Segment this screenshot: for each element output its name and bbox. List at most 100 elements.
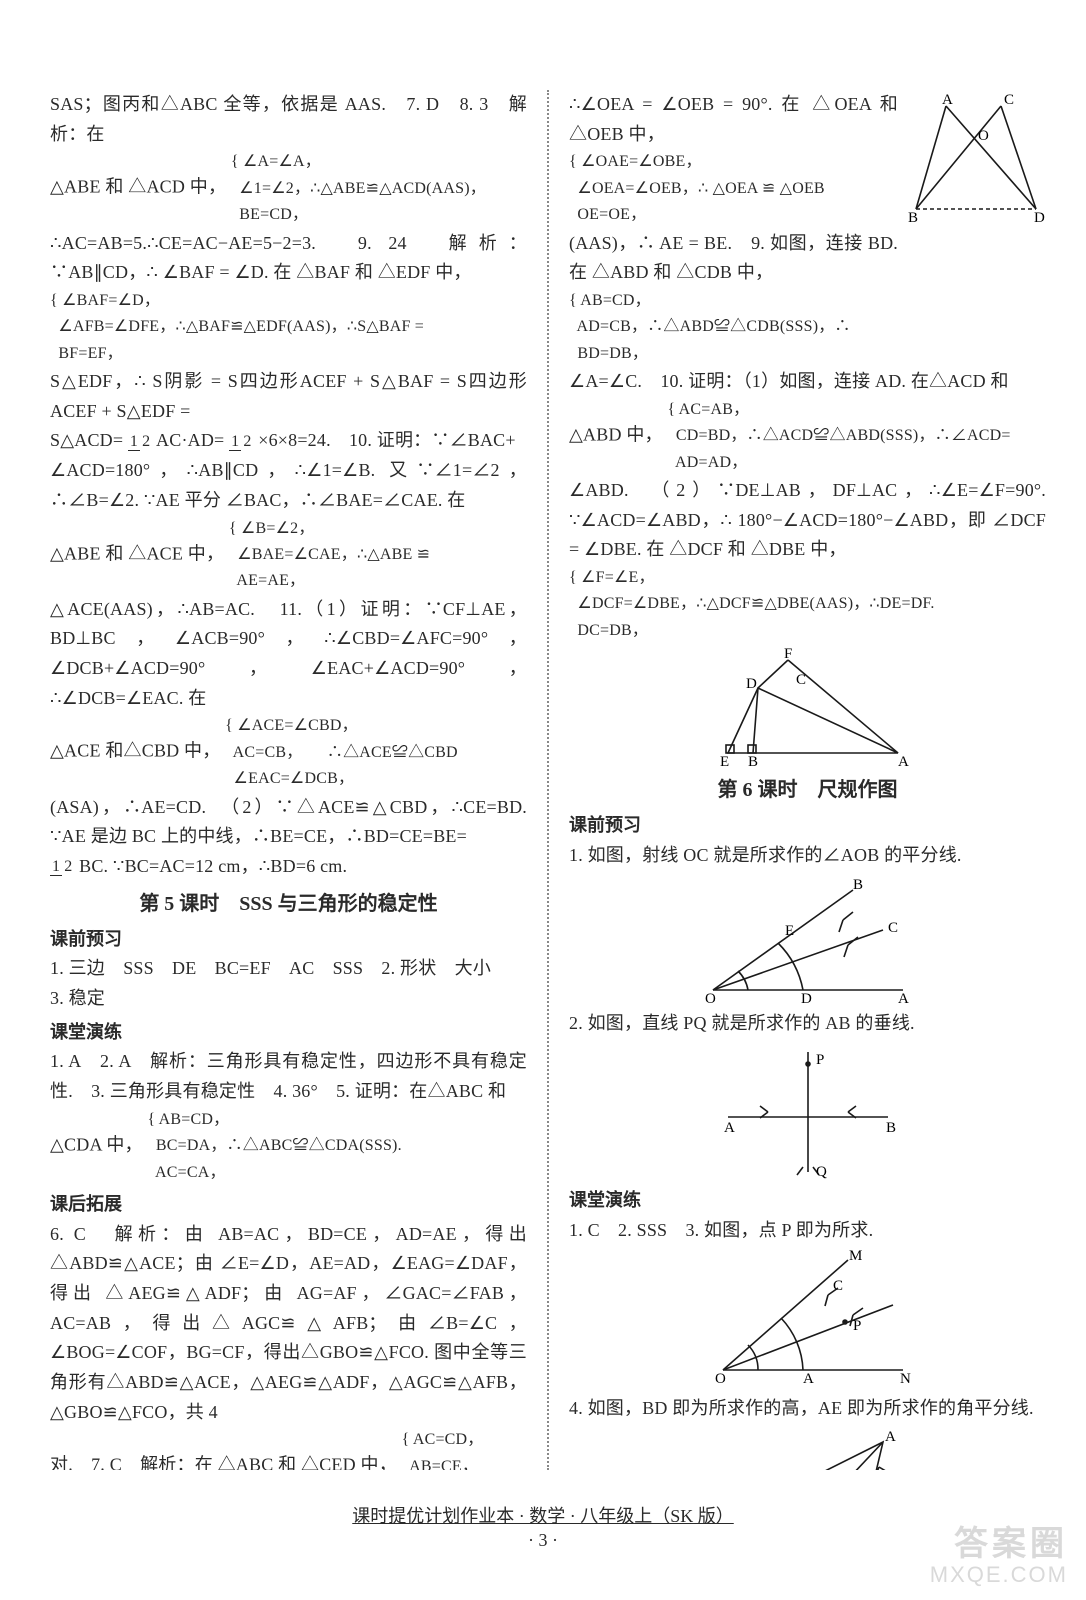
svg-text:E: E (785, 923, 794, 939)
text: ∴AC=AB=5.∴CE=AC−AE=5−2=3. 9. 24 解析：∵AB∥C… (50, 229, 527, 288)
brace-system: { ∠F=∠E， ∠DCF=∠DBE，∴△DCF≌△DBE(AAS)，∴DE=D… (569, 565, 1046, 644)
two-column-layout: SAS；图丙和△ABC 全等，依据是 AAS. 7. D 8. 3 解析：在 △… (50, 90, 1046, 1470)
text: AC·AD= (156, 430, 224, 450)
svg-text:A: A (898, 754, 909, 768)
svg-text:Q: Q (816, 1164, 827, 1180)
subheading-preview: 课前预习 (569, 811, 1046, 841)
figure-angle-bisector: O A B C D E (569, 875, 1046, 1005)
text: ∠A=∠C. 10. 证明：（1）如图，连接 AD. 在△ACD 和 (569, 367, 1046, 397)
subheading-class: 课堂演练 (569, 1186, 1046, 1216)
svg-text:B: B (908, 210, 918, 224)
brace-system: { ∠ACE=∠CBD， AC=CB， ∴△ACE≌△CBD ∠EAC=∠DCB… (225, 713, 458, 792)
fraction: 12 (50, 859, 74, 876)
svg-text:A: A (803, 1371, 814, 1387)
svg-text:A: A (885, 1429, 896, 1445)
brace-system: { AC=AB， CD=BD，∴△ACD≌△ABD(SSS)，∴∠ACD= AD… (667, 397, 1010, 476)
svg-text:B: B (886, 1120, 896, 1136)
construction-diagram-icon: O A N M C P (703, 1250, 913, 1390)
text: △ABE 和 △ACE 中， (50, 543, 224, 563)
brace-system: { AB=CD， BC=DA，∴△ABC≌△CDA(SSS). AC=CA， (147, 1107, 401, 1186)
text: △ACE 和△CBD 中， (50, 741, 220, 761)
construction-diagram-icon: A B C D E (693, 1427, 923, 1470)
text: S△EDF，∴ S阴影 = S四边形ACEF + S△BAF = S四边形ACE… (50, 367, 527, 426)
text: 1. C 2. SSS 3. 如图，点 P 即为所求. (569, 1216, 1046, 1246)
figure-q9: A C B D O (906, 94, 1046, 363)
text: S△ACD= (50, 430, 123, 450)
text: 2. 如图，直线 PQ 就是所求作的 AB 的垂线. (569, 1009, 1046, 1039)
text: △ACE(AAS)，∴AB=AC. 11.（1）证明：∵CF⊥AE，BD⊥BC，… (50, 595, 527, 714)
svg-text:O: O (978, 128, 989, 144)
svg-text:A: A (724, 1120, 735, 1136)
text: ∠ACD=180°，∴AB∥CD，∴∠1=∠B. 又∵∠1=∠2，∴∠B=∠2.… (50, 456, 527, 515)
text: △CDA 中， (50, 1135, 143, 1155)
left-column: SAS；图丙和△ABC 全等，依据是 AAS. 7. D 8. 3 解析：在 △… (50, 90, 527, 1470)
text: ∴∠OEA = ∠OEB = 90°. 在 △OEA 和 △OEB 中， (569, 90, 898, 149)
svg-text:C: C (833, 1278, 843, 1294)
text: 4. 如图，BD 即为所求作的高，AE 即为所求作的角平分线. (569, 1394, 1046, 1424)
page-number: · 3 · (0, 1526, 1086, 1556)
text: ∠ABD. （2）∵DE⊥AB，DF⊥AC，∴∠E=∠F=90°. ∵∠ACD=… (569, 476, 1046, 565)
brace-system: { ∠B=∠2， ∠BAE=∠CAE，∴△ABE ≌ AE=AE， (229, 516, 430, 595)
subheading-preview: 课前预习 (50, 925, 527, 955)
svg-text:F: F (784, 648, 792, 662)
svg-text:B: B (748, 754, 758, 768)
fraction: 12 (128, 434, 152, 451)
text: 12 BC. ∵BC=AC=12 cm，∴BD=6 cm. (50, 852, 527, 882)
svg-text:D: D (801, 991, 812, 1005)
construction-diagram-icon: A B P Q (708, 1042, 908, 1182)
text: SAS；图丙和△ABC 全等，依据是 AAS. 7. D 8. 3 解析：在 (50, 90, 527, 149)
text: △ABD 中， { AC=AB， CD=BD，∴△ACD≌△ABD(SSS)，∴… (569, 397, 1046, 476)
triangle-diagram-icon: A E B D C F (698, 648, 918, 768)
text: (ASA)，∴AE=CD. （2）∵△ACE≌△CBD，∴CE=BD. ∵AE … (50, 793, 527, 852)
svg-text:O: O (705, 991, 716, 1005)
text: △CDA 中， { AB=CD， BC=DA，∴△ABC≌△CDA(SSS). … (50, 1107, 527, 1186)
brace-system: { AC=CD， AB=CE， BC=ED， (402, 1427, 484, 1470)
fraction: 12 (229, 434, 253, 451)
text: 1. 如图，射线 OC 就是所求作的∠AOB 的平分线. (569, 841, 1046, 871)
subheading-class: 课堂演练 (50, 1018, 527, 1048)
figure-perpendicular: A B P Q (569, 1042, 1046, 1182)
text: △ACE 和△CBD 中， { ∠ACE=∠CBD， AC=CB， ∴△ACE≌… (50, 713, 527, 792)
construction-diagram-icon: O A B C D E (693, 875, 923, 1005)
section-title-5: 第 5 课时 SSS 与三角形的稳定性 (50, 888, 527, 921)
text: 对. 7. C 解析：在 △ABC 和 △CED 中， { AC=CD， AB=… (50, 1427, 527, 1470)
text: △ABE 和 △ACE 中， { ∠B=∠2， ∠BAE=∠CAE，∴△ABE … (50, 516, 527, 595)
text: △ABE 和 △ACD 中， { ∠A=∠A， ∠1=∠2，∴△ABE≌△ACD… (50, 149, 527, 228)
svg-text:D: D (1034, 210, 1045, 224)
text: △ABE 和 △ACD 中， (50, 177, 226, 197)
subheading-post: 课后拓展 (50, 1190, 527, 1220)
svg-text:B: B (853, 877, 863, 893)
text: S△ACD= 12 AC·AD= 12 ×6×8=24. 10. 证明：∵∠BA… (50, 426, 527, 456)
figure-altitude-bisector: A B C D E (569, 1427, 1046, 1470)
figure-point-p: O A N M C P (569, 1250, 1046, 1390)
right-column: ∴∠OEA = ∠OEB = 90°. 在 △OEA 和 △OEB 中， { ∠… (569, 90, 1046, 1470)
text: (AAS)，∴ AE = BE. 9. 如图，连接 BD. 在 △ABD 和 △… (569, 229, 898, 288)
svg-text:A: A (898, 991, 909, 1005)
text: ×6×8=24. 10. 证明：∵∠BAC+ (258, 430, 516, 450)
watermark-url: MXQE.COM (930, 1563, 1068, 1586)
brace-system: { ∠OAE=∠OBE， ∠OEA=∠OEB，∴ △OEA ≌ △OEB OE=… (569, 149, 898, 228)
svg-text:C: C (888, 920, 898, 936)
text: 6. C 解析：由 AB=AC，BD=CE，AD=AE，得出△ABD≌△ACE；… (50, 1220, 527, 1428)
text: 对. 7. C 解析：在 △ABC 和 △CED 中， (50, 1455, 397, 1470)
svg-text:D: D (746, 676, 757, 692)
svg-text:A: A (942, 94, 953, 108)
text: 1. A 2. A 解析：三角形具有稳定性，四边形不具有稳定性. 3. 三角形具… (50, 1047, 527, 1106)
section-title-6: 第 6 课时 尺规作图 (569, 774, 1046, 807)
text: △ABD 中， (569, 425, 663, 445)
svg-text:C: C (1004, 94, 1014, 108)
svg-text:N: N (900, 1371, 911, 1387)
svg-text:M: M (849, 1250, 862, 1264)
watermark-cn: 答案圈 (930, 1527, 1068, 1563)
text: BC. ∵BC=AC=12 cm，∴BD=6 cm. (79, 856, 347, 876)
figure-q10: A E B D C F (569, 648, 1046, 768)
column-divider (547, 90, 549, 1470)
svg-text:P: P (816, 1052, 824, 1068)
brace-system: { AB=CD， AD=CB，∴△ABD≌△CDB(SSS)，∴ BD=DB， (569, 288, 898, 367)
footer-text: 课时提优计划作业本 · 数学 · 八年级上（SK 版） (352, 1506, 734, 1526)
triangle-diagram-icon: A C B D O (906, 94, 1046, 224)
watermark: 答案圈 MXQE.COM (930, 1527, 1068, 1586)
brace-system: { ∠A=∠A， ∠1=∠2，∴△ABE≌△ACD(AAS)， BE=CD， (231, 149, 486, 228)
text: 1. 三边 SSS DE BC=EF AC SSS 2. 形状 大小 3. 稳定 (50, 954, 527, 1013)
svg-text:P: P (853, 1318, 861, 1334)
